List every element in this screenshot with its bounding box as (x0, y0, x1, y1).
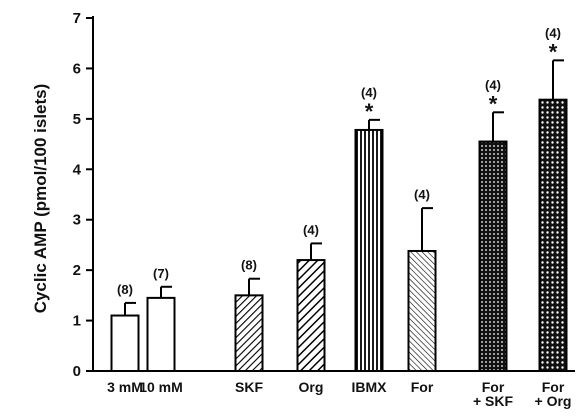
significance-marker: * (549, 39, 558, 64)
n-label: (8) (117, 282, 133, 297)
x-tick-label: IBMX (352, 379, 388, 395)
y-tick-label: 5 (73, 111, 81, 128)
significance-marker: * (489, 91, 498, 116)
bar (146, 296, 176, 372)
n-label: (4) (414, 187, 430, 202)
y-tick-label: 2 (73, 262, 81, 279)
bar (478, 140, 508, 372)
x-tick-label: SKF (235, 379, 263, 395)
bar (538, 98, 568, 373)
n-label: (4) (303, 222, 319, 237)
n-label: (4) (545, 25, 561, 40)
bar (296, 259, 326, 372)
bar (407, 249, 437, 372)
y-tick-label: 4 (73, 161, 82, 178)
y-tick-label: 0 (73, 363, 81, 380)
bar (110, 314, 140, 372)
y-tick-label: 3 (73, 212, 81, 229)
x-tick-label: For (411, 379, 434, 395)
y-tick-label: 6 (73, 60, 81, 77)
significance-marker: * (365, 99, 374, 124)
n-label: (7) (153, 266, 169, 281)
x-tick-label: 10 mM (139, 379, 183, 395)
bar (354, 128, 384, 372)
x-tick-label: For (482, 379, 505, 395)
n-label: (8) (241, 258, 257, 273)
x-tick-label: Org (299, 379, 324, 395)
plot-area: 0 1 2 3 4 5 6 7 Cyclic AMP (pmol/100 islets) (8) 3… (31, 10, 575, 409)
y-tick-label: 1 (73, 313, 81, 330)
n-label: (4) (485, 77, 501, 92)
y-axis-title: Cyclic AMP (pmol/100 islets) (31, 84, 50, 314)
bar (234, 294, 264, 373)
n-label: (4) (361, 85, 377, 100)
x-tick-label: + Org (535, 393, 572, 409)
x-tick-label: For (542, 379, 565, 395)
x-tick-label: 3 mM (107, 379, 143, 395)
y-tick-label: 7 (73, 10, 81, 27)
x-tick-label: + SKF (473, 393, 514, 409)
